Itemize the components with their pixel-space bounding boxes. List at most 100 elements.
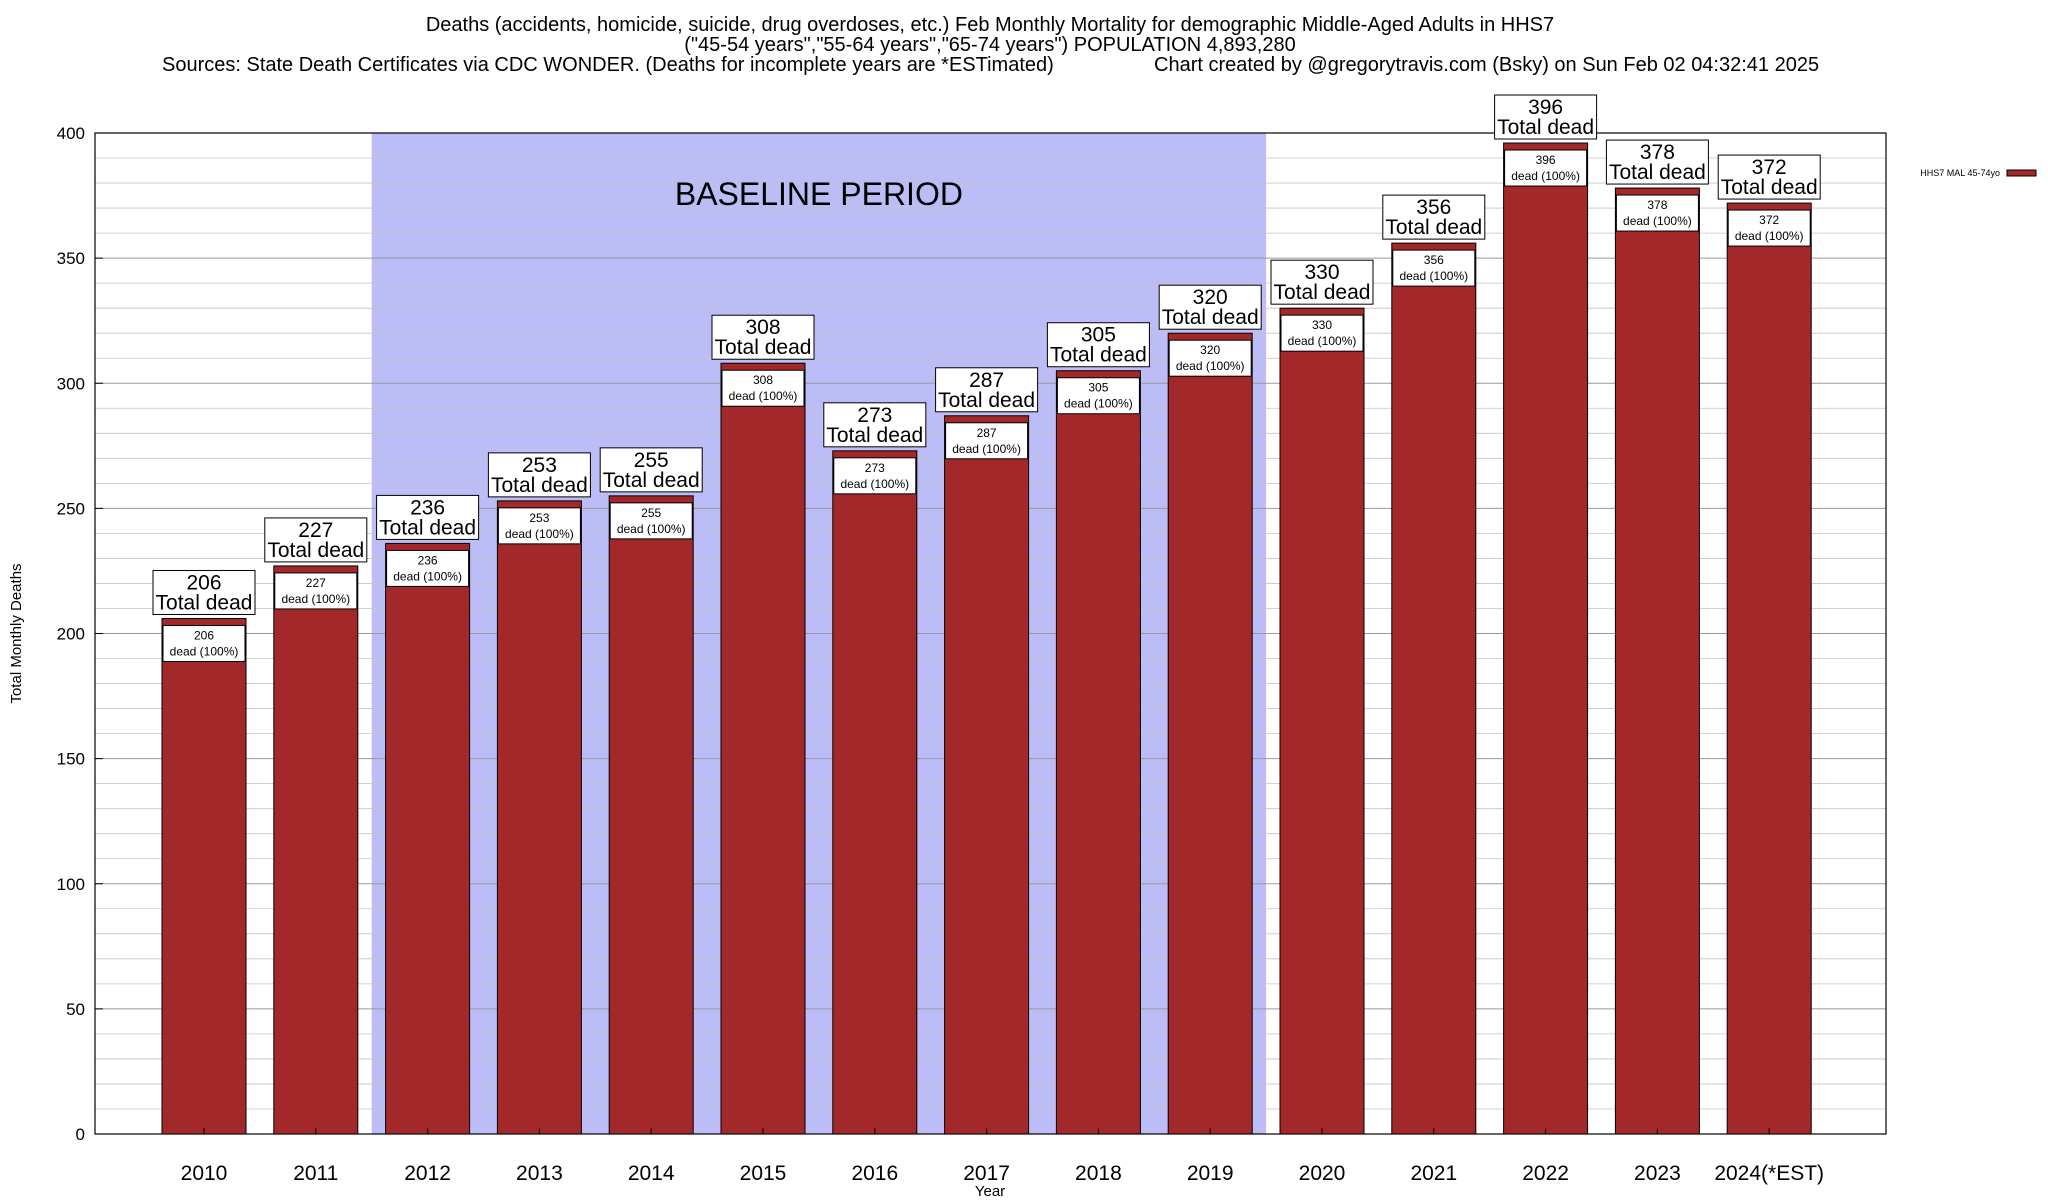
top-caption-label: Total dead <box>1497 116 1594 139</box>
x-tick-label: 2012 <box>404 1162 451 1185</box>
inner-value-label: 320 <box>1200 343 1220 357</box>
top-label-box <box>487 452 591 498</box>
x-tick-label: 2013 <box>516 1162 563 1185</box>
top-value-label: 255 <box>634 449 669 472</box>
top-label-box <box>1270 259 1374 305</box>
bar <box>1055 370 1141 1135</box>
top-caption-label: Total dead <box>826 424 923 447</box>
inner-label-box <box>1392 249 1476 287</box>
top-label-box <box>152 569 256 615</box>
inner-caption-label: dead (100%) <box>1399 269 1468 283</box>
top-caption-label: Total dead <box>938 389 1035 412</box>
inner-label-box <box>721 369 805 407</box>
inner-caption-label: dead (100%) <box>170 644 239 658</box>
inner-caption-label: dead (100%) <box>505 527 574 541</box>
x-tick-label: 2014 <box>628 1162 675 1185</box>
bar <box>1391 242 1477 1135</box>
top-value-label: 320 <box>1193 286 1228 309</box>
x-tick-label: 2011 <box>293 1162 338 1185</box>
inner-label-box <box>1615 194 1699 232</box>
top-caption-label: Total dead <box>1162 306 1259 329</box>
inner-caption-label: dead (100%) <box>281 592 350 606</box>
inner-value-label: 356 <box>1424 253 1444 267</box>
inner-label-box <box>1056 377 1140 415</box>
x-tick-label: 2017 <box>963 1162 1010 1185</box>
inner-caption-label: dead (100%) <box>617 522 686 536</box>
bar <box>1726 202 1812 1135</box>
top-value-label: 396 <box>1528 96 1563 119</box>
x-tick-label: 2023 <box>1634 1162 1681 1185</box>
bar <box>1167 332 1253 1135</box>
x-tick-label: 2018 <box>1075 1162 1122 1185</box>
inner-label-box <box>1727 209 1811 247</box>
top-label-box <box>376 494 480 540</box>
top-label-box <box>1158 284 1262 330</box>
y-tick-label: 0 <box>76 1125 85 1144</box>
top-caption-label: Total dead <box>156 591 253 614</box>
chart-title: Deaths (accidents, homicide, suicide, dr… <box>425 14 1555 36</box>
x-tick-label: 2019 <box>1187 1162 1234 1185</box>
bar <box>1614 187 1700 1135</box>
top-caption-label: Total dead <box>1609 161 1706 184</box>
inner-value-label: 396 <box>1536 153 1556 167</box>
y-tick-label: 100 <box>57 875 85 894</box>
inner-value-label: 305 <box>1088 381 1108 395</box>
inner-value-label: 206 <box>194 628 214 642</box>
top-caption-label: Total dead <box>603 469 700 492</box>
bar <box>608 495 694 1135</box>
top-value-label: 253 <box>522 454 557 477</box>
inner-value-label: 273 <box>865 461 885 475</box>
bar <box>720 362 806 1135</box>
top-value-label: 330 <box>1304 261 1339 284</box>
inner-value-label: 227 <box>306 576 326 590</box>
inner-label-box <box>1504 149 1588 187</box>
inner-caption-label: dead (100%) <box>952 442 1021 456</box>
top-label-box <box>823 402 927 448</box>
inner-label-box <box>833 457 917 495</box>
inner-caption-label: dead (100%) <box>1511 169 1580 183</box>
top-label-box <box>935 367 1039 413</box>
inner-caption-label: dead (100%) <box>1623 214 1692 228</box>
top-value-label: 372 <box>1752 156 1787 179</box>
top-caption-label: Total dead <box>267 539 364 562</box>
inner-caption-label: dead (100%) <box>729 389 798 403</box>
top-label-box <box>1717 154 1821 200</box>
top-label-box <box>264 517 368 563</box>
bar <box>944 415 1030 1135</box>
top-value-label: 206 <box>186 571 221 594</box>
top-caption-label: Total dead <box>1385 216 1482 239</box>
x-tick-label: 2010 <box>181 1162 228 1185</box>
credit-note: Chart created by @gregorytravis.com (Bsk… <box>1154 54 1820 76</box>
legend-label: HHS7 MAL 45-74yo <box>1920 168 2000 178</box>
inner-caption-label: dead (100%) <box>1176 359 1245 373</box>
top-value-label: 305 <box>1081 324 1116 347</box>
inner-label-box <box>945 422 1029 460</box>
top-value-label: 378 <box>1640 141 1675 164</box>
x-tick-label: 2016 <box>851 1162 898 1185</box>
inner-caption-label: dead (100%) <box>1064 397 1133 411</box>
inner-label-box <box>1168 339 1252 377</box>
top-label-box <box>1046 322 1150 368</box>
y-tick-label: 300 <box>57 374 85 393</box>
y-tick-label: 400 <box>57 124 85 143</box>
y-tick-label: 350 <box>57 249 85 268</box>
top-caption-label: Total dead <box>491 474 588 497</box>
top-value-label: 273 <box>857 404 892 427</box>
bar <box>496 500 582 1135</box>
inner-label-box <box>162 624 246 662</box>
top-caption-label: Total dead <box>379 516 476 539</box>
inner-caption-label: dead (100%) <box>393 569 462 583</box>
bar <box>273 565 359 1135</box>
x-tick-label: 2021 <box>1410 1162 1457 1185</box>
x-tick-label: 2024(*EST) <box>1714 1162 1824 1185</box>
y-tick-label: 150 <box>57 750 85 769</box>
legend-swatch <box>2006 169 2037 177</box>
y-tick-label: 250 <box>57 499 85 518</box>
top-value-label: 356 <box>1416 196 1451 219</box>
baseline-period-label: BASELINE PERIOD <box>675 176 963 212</box>
y-tick-label: 200 <box>57 625 85 644</box>
bar <box>832 450 918 1135</box>
top-value-label: 227 <box>298 519 333 542</box>
bar <box>1279 307 1365 1135</box>
